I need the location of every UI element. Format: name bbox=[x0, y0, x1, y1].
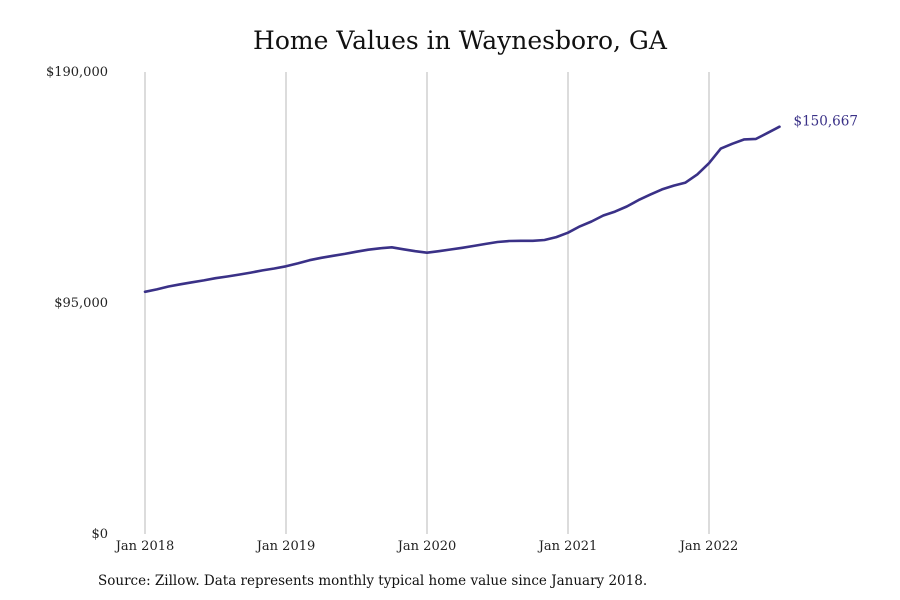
source-note: Source: Zillow. Data represents monthly … bbox=[98, 573, 648, 589]
x-tick-label: Jan 2020 bbox=[396, 539, 457, 554]
y-tick-label: $95,000 bbox=[54, 296, 108, 311]
x-tick-label: Jan 2022 bbox=[678, 539, 739, 554]
y-tick-label: $0 bbox=[91, 527, 108, 542]
gridlines bbox=[144, 72, 710, 534]
y-tick-label: $190,000 bbox=[46, 65, 108, 80]
y-axis-ticks: $0 $95,000 $190,000 bbox=[46, 65, 108, 542]
x-tick-label: Jan 2021 bbox=[537, 539, 598, 554]
x-axis-ticks: Jan 2018 Jan 2019 Jan 2020 Jan 2021 Jan 2022 bbox=[114, 539, 739, 554]
home-value-line bbox=[143, 125, 781, 294]
x-tick-label: Jan 2019 bbox=[255, 539, 316, 554]
x-tick-label: Jan 2018 bbox=[114, 539, 175, 554]
chart-title: Home Values in Waynesboro, GA bbox=[253, 26, 667, 55]
end-value-label: $150,667 bbox=[794, 114, 858, 130]
